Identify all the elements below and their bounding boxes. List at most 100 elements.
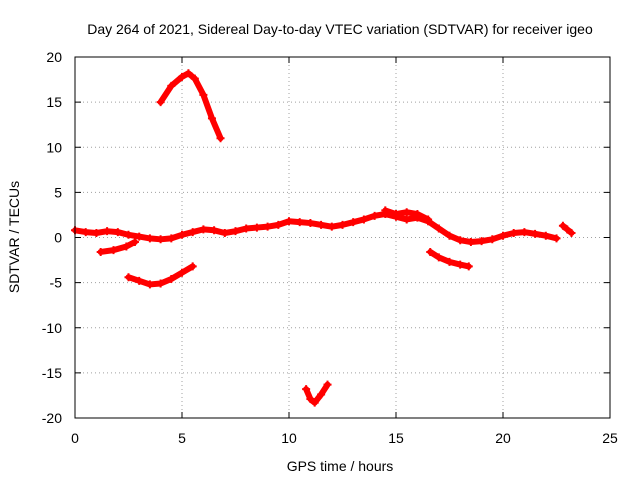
data-point	[92, 228, 101, 237]
series-arc-8	[558, 221, 576, 237]
data-point	[509, 228, 518, 237]
series-arc-6	[426, 247, 473, 271]
series-arc-5	[96, 238, 139, 256]
x-tick-label: 10	[281, 430, 297, 446]
data-point	[220, 228, 229, 237]
x-tick-label: 5	[178, 430, 186, 446]
data-point	[541, 231, 550, 240]
data-point	[188, 262, 197, 271]
data-point	[145, 280, 154, 289]
data-point	[167, 81, 176, 90]
data-point	[285, 217, 293, 226]
data-point	[359, 215, 368, 224]
data-point	[207, 114, 216, 123]
y-tick-label: -5	[50, 275, 63, 291]
data-point	[402, 215, 411, 224]
data-point	[327, 222, 336, 231]
data-point	[167, 234, 176, 243]
data-point	[456, 236, 465, 245]
y-axis-label: SDTVAR / TECUs	[6, 181, 22, 293]
data-point	[167, 275, 176, 284]
data-point	[567, 228, 576, 237]
data-point	[370, 211, 379, 220]
data-point	[302, 385, 311, 394]
data-point	[466, 238, 475, 247]
data-point	[184, 69, 193, 78]
data-point	[464, 262, 473, 271]
data-point	[210, 226, 219, 235]
x-tick-label: 25	[602, 430, 618, 446]
series-track	[157, 70, 224, 142]
data-point	[445, 257, 454, 266]
data-point	[156, 98, 165, 107]
data-point	[392, 210, 400, 219]
y-tick-label: -10	[42, 320, 62, 336]
data-point	[81, 228, 90, 237]
data-point	[231, 227, 240, 236]
x-tick-label: 15	[388, 430, 404, 446]
data-point	[124, 230, 133, 239]
data-point	[145, 234, 154, 243]
data-point	[306, 219, 315, 228]
data-point	[96, 247, 105, 256]
data-point	[558, 221, 567, 230]
data-point	[109, 246, 118, 255]
axis-ticks: 0 5 10 15 20 25 -20 -15 -10 -5 0 5 10 15 20	[42, 49, 618, 446]
data-point	[381, 206, 390, 215]
data-point	[563, 225, 572, 234]
data-point	[190, 74, 199, 83]
data-point	[178, 268, 186, 277]
data-point	[135, 232, 144, 241]
data-point	[477, 237, 486, 246]
y-tick-label: 15	[46, 94, 62, 110]
data-point	[552, 234, 561, 243]
data-point	[434, 224, 443, 233]
data-point	[317, 390, 326, 399]
data-point	[122, 242, 131, 251]
data-point	[317, 220, 326, 229]
data-point	[135, 276, 144, 285]
series-arc-2	[156, 69, 225, 143]
data-point	[499, 231, 507, 240]
data-point	[445, 231, 454, 240]
data-point	[456, 260, 465, 269]
y-tick-label: -20	[42, 410, 62, 426]
y-tick-label: 20	[46, 49, 62, 65]
data-point	[413, 210, 422, 219]
series-arc-4	[124, 262, 197, 289]
data-point	[124, 273, 133, 282]
chart-title: Day 264 of 2021, Sidereal Day-to-day VTE…	[87, 21, 593, 37]
data-point	[216, 134, 225, 143]
series-track	[72, 211, 560, 246]
y-tick-label: 10	[46, 139, 62, 155]
y-tick-label: -15	[42, 365, 62, 381]
data-point	[424, 215, 433, 224]
x-axis-label: GPS time / hours	[287, 458, 394, 474]
data-point	[178, 230, 186, 239]
data-point	[520, 228, 529, 237]
data-point	[199, 90, 208, 99]
data-point	[103, 227, 112, 236]
data-point	[156, 279, 165, 288]
data-point	[274, 220, 283, 229]
data-point	[130, 238, 139, 247]
y-tick-label: 0	[54, 230, 62, 246]
data-point	[113, 228, 122, 237]
data-point	[306, 395, 315, 404]
data-point	[188, 228, 197, 237]
data-point	[402, 208, 411, 217]
data-point	[263, 222, 272, 231]
data-point	[156, 235, 165, 244]
data-point	[199, 225, 208, 234]
data-point	[310, 398, 319, 407]
data-point	[178, 72, 186, 81]
series-arc-1	[71, 210, 561, 247]
data-point	[338, 220, 347, 229]
data-point	[295, 218, 304, 227]
x-tick-label: 0	[71, 430, 79, 446]
x-tick-label: 20	[495, 430, 511, 446]
series-track	[97, 239, 138, 255]
data-point	[488, 235, 497, 244]
data-point	[323, 380, 332, 389]
